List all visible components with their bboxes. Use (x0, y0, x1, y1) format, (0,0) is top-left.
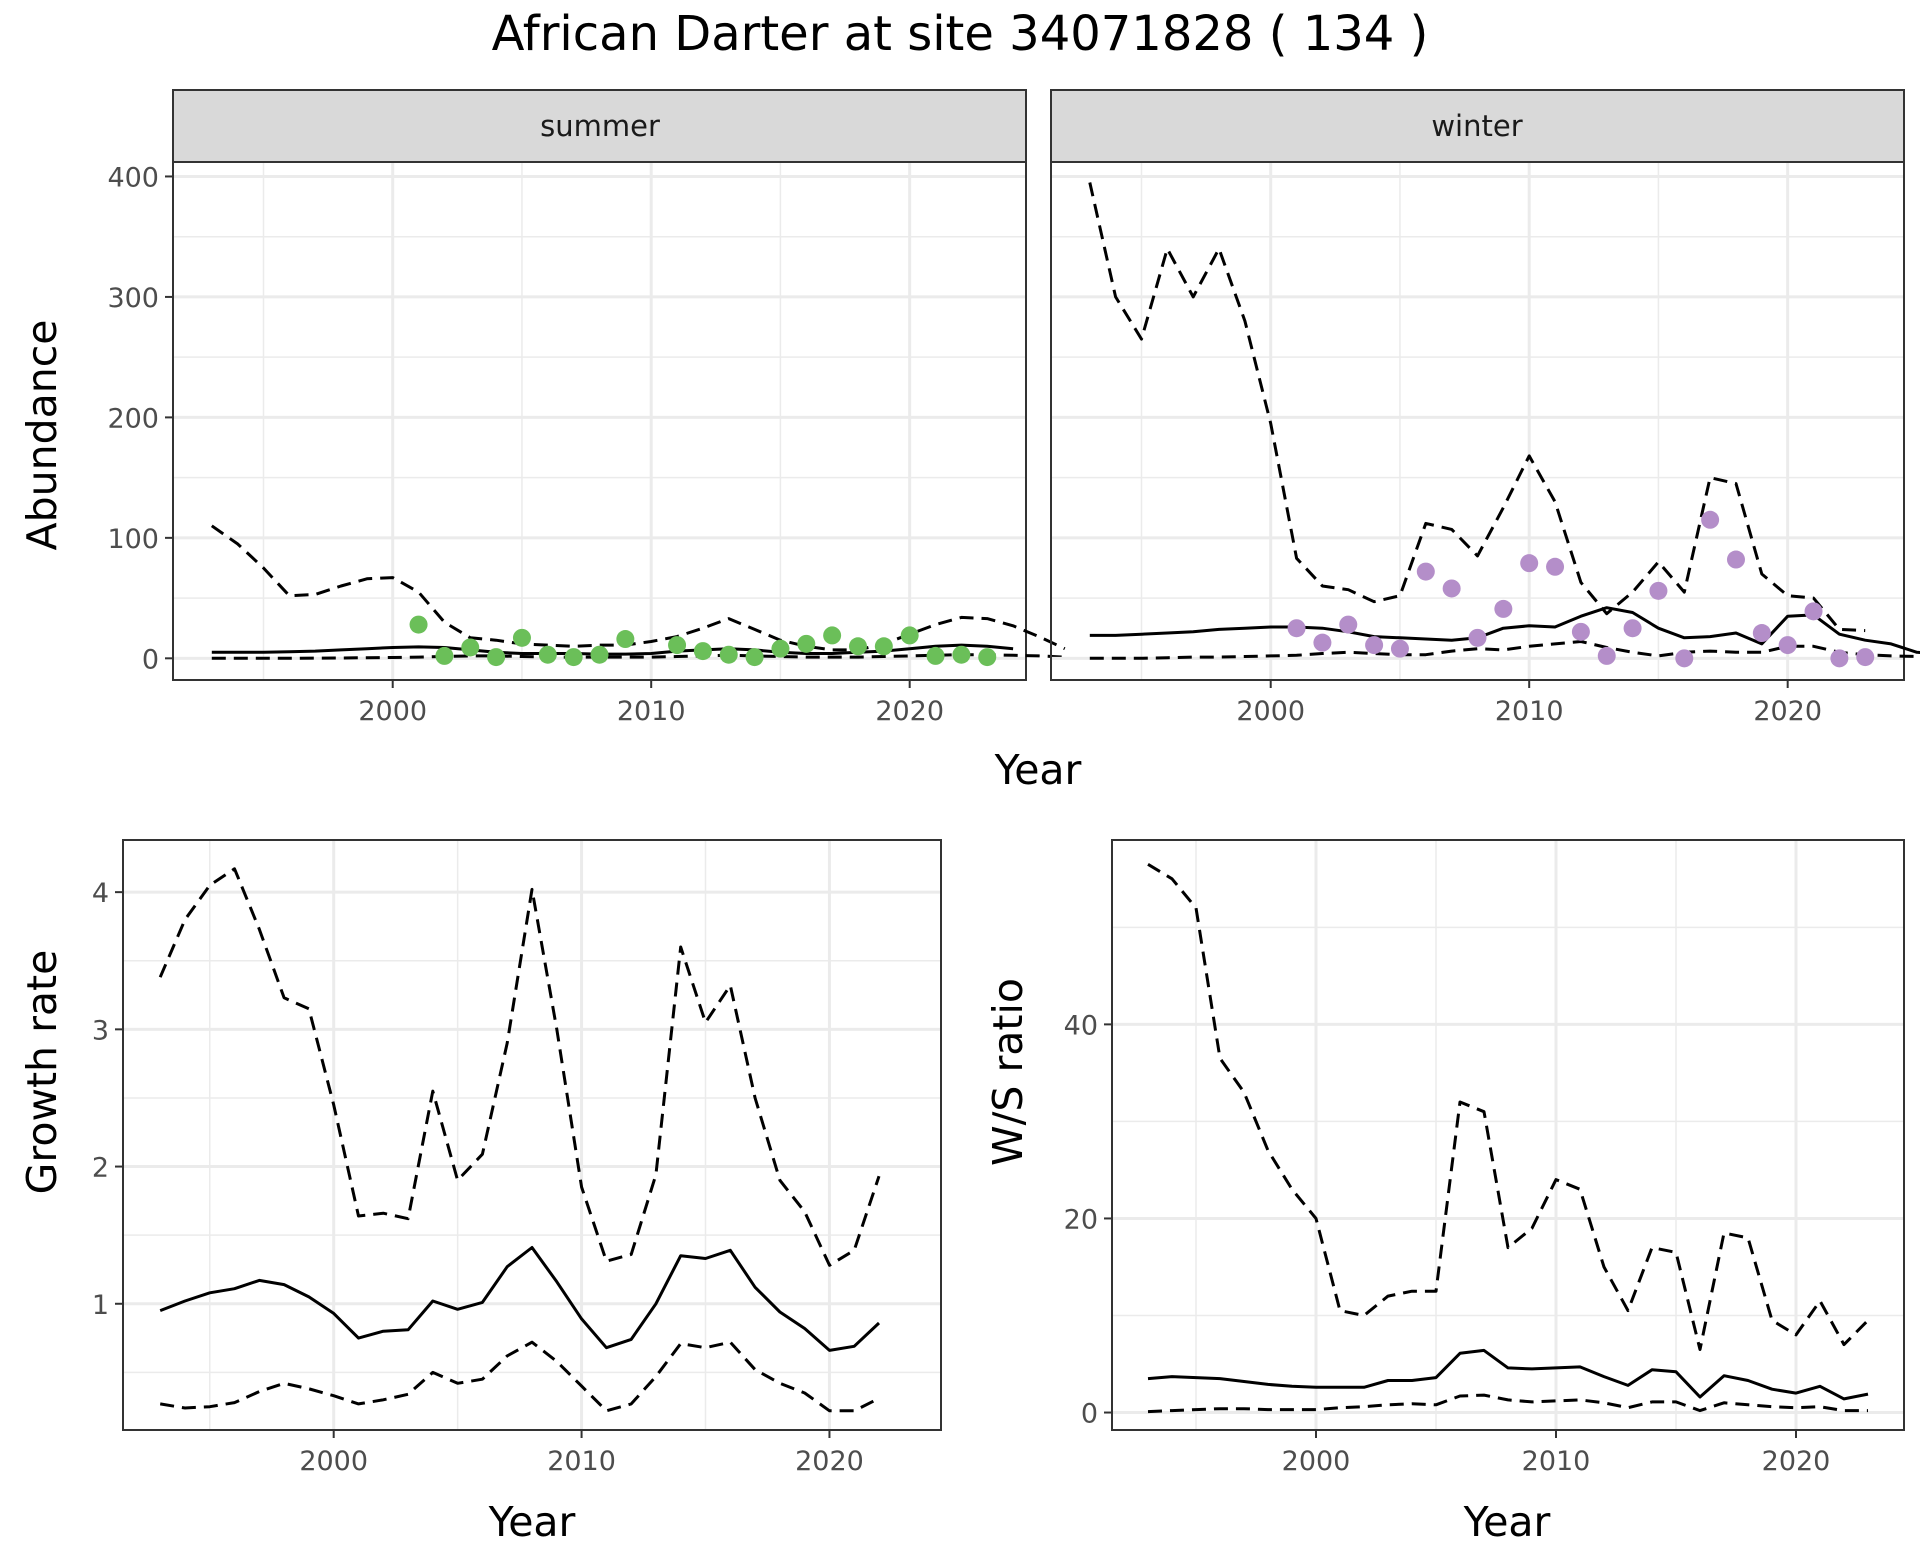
ws-y-tick-label: 0 (1081, 1399, 1098, 1430)
ws-y-tick-label: 40 (1064, 1010, 1098, 1041)
summer-observed-point (771, 639, 790, 658)
summer-y-tick-label: 300 (107, 283, 159, 314)
ws-ci-line (1147, 863, 1870, 1351)
summer-observed-point (616, 630, 635, 649)
growth-y-tick-label: 1 (92, 1290, 109, 1321)
winter-observed-point (1778, 636, 1797, 655)
growth-ci-line (159, 1340, 880, 1413)
summer-observed-point (487, 648, 506, 667)
summer-observed-point (538, 645, 557, 664)
winter-observed-point (1442, 579, 1461, 598)
abundance-summer-panel: summer 2000 2010 2020 0 100 200 300 400 (107, 89, 1066, 727)
summer-x-tick-label: 2020 (875, 696, 944, 727)
growth-x-tick-label: 2010 (547, 1446, 616, 1477)
summer-observed-point (564, 648, 583, 667)
summer-observed-point (745, 648, 764, 667)
winter-observed-point (1416, 562, 1435, 581)
summer-panel-border (172, 161, 1027, 681)
summer-x-tick-label: 2010 (617, 696, 686, 727)
growth-median-line (159, 1246, 881, 1352)
winter-observed-point (1494, 599, 1513, 618)
summer-observed-point (978, 648, 997, 667)
growth-y-tick-label: 3 (92, 1015, 109, 1046)
ws-x-tick-label: 2000 (1282, 1446, 1351, 1477)
winter-observed-point (1726, 550, 1745, 569)
summer-y-tick-label: 0 (142, 644, 159, 675)
summer-observed-point (693, 642, 712, 661)
winter-observed-point (1752, 624, 1771, 643)
growth-panel-border (122, 839, 942, 1431)
ws-x-tick-label: 2020 (1762, 1446, 1831, 1477)
summer-strip (172, 89, 1027, 163)
summer-y-tick-label: 400 (107, 162, 159, 193)
growth-y-tick-label: 4 (92, 878, 109, 909)
growth-x-axis-title: Year (488, 1498, 576, 1546)
winter-panel-border (1050, 161, 1905, 681)
winter-observed-point (1804, 602, 1823, 621)
winter-observed-point (1623, 619, 1642, 638)
winter-x-tick-label: 2020 (1753, 696, 1822, 727)
winter-observed-point (1701, 510, 1720, 529)
figure-title: African Darter at site 34071828 ( 134 ) (492, 6, 1429, 62)
summer-observed-point (409, 615, 428, 634)
summer-strip-label: summer (540, 109, 660, 143)
winter-x-tick-label: 2000 (1236, 696, 1305, 727)
summer-observed-point (823, 626, 842, 645)
summer-y-tick-label: 200 (107, 403, 159, 434)
ws-median-line (1147, 1348, 1869, 1401)
growth-x-tick-label: 2000 (299, 1446, 368, 1477)
summer-observed-point (590, 645, 609, 664)
ws-y-axis-title: W/S ratio (984, 978, 1032, 1166)
summer-ci-line (211, 653, 1065, 660)
winter-observed-point (1675, 649, 1694, 668)
summer-observed-point (926, 646, 945, 665)
summer-observed-point (668, 636, 687, 655)
summer-observed-point (952, 645, 971, 664)
ws-x-axis-title: Year (1463, 1498, 1551, 1546)
winter-ci-line (1088, 182, 1866, 633)
summer-y-tick-label: 100 (107, 524, 159, 555)
winter-ci-line (1089, 640, 1917, 660)
winter-observed-point (1339, 615, 1358, 634)
winter-observed-point (1571, 622, 1590, 641)
ws-ratio-panel: 2000 2010 2020 0 20 40 (1064, 839, 1905, 1477)
abundance-winter-panel: winter 2000 2010 2020 (1050, 89, 1920, 727)
winter-observed-point (1649, 581, 1668, 600)
growth-ci-line (158, 867, 881, 1267)
growth-y-tick-label: 2 (92, 1153, 109, 1184)
winter-observed-point (1597, 646, 1616, 665)
summer-observed-point (848, 637, 867, 656)
winter-observed-point (1365, 636, 1384, 655)
winter-x-tick-label: 2010 (1495, 696, 1564, 727)
abundance-y-axis-title: Abundance (18, 320, 66, 551)
ws-x-tick-label: 2010 (1522, 1446, 1591, 1477)
winter-observed-point (1468, 628, 1487, 647)
winter-median-line (1089, 606, 1920, 654)
growth-x-tick-label: 2020 (795, 1446, 864, 1477)
summer-ci-line (210, 524, 1066, 652)
winter-observed-point (1546, 557, 1565, 576)
summer-observed-point (512, 628, 531, 647)
summer-observed-point (461, 638, 480, 657)
summer-observed-point (900, 626, 919, 645)
growth-rate-panel: 2000 2010 2020 1 2 3 4 (92, 839, 942, 1477)
winter-observed-point (1856, 648, 1875, 667)
winter-observed-point (1313, 633, 1332, 652)
summer-observed-point (719, 645, 738, 664)
summer-observed-point (874, 637, 893, 656)
winter-strip-label: winter (1431, 109, 1522, 143)
ws-y-tick-label: 20 (1064, 1204, 1098, 1235)
winter-observed-point (1520, 554, 1539, 573)
abundance-x-axis-title: Year (994, 746, 1082, 794)
ws-ci-line (1147, 1393, 1868, 1414)
summer-observed-point (797, 634, 816, 653)
growth-y-axis-title: Growth rate (18, 950, 66, 1195)
winter-observed-point (1287, 619, 1306, 638)
ws-panel-border (1111, 839, 1905, 1431)
summer-observed-point (435, 646, 454, 665)
winter-observed-point (1390, 639, 1409, 658)
winter-observed-point (1830, 649, 1849, 668)
summer-x-tick-label: 2000 (358, 696, 427, 727)
